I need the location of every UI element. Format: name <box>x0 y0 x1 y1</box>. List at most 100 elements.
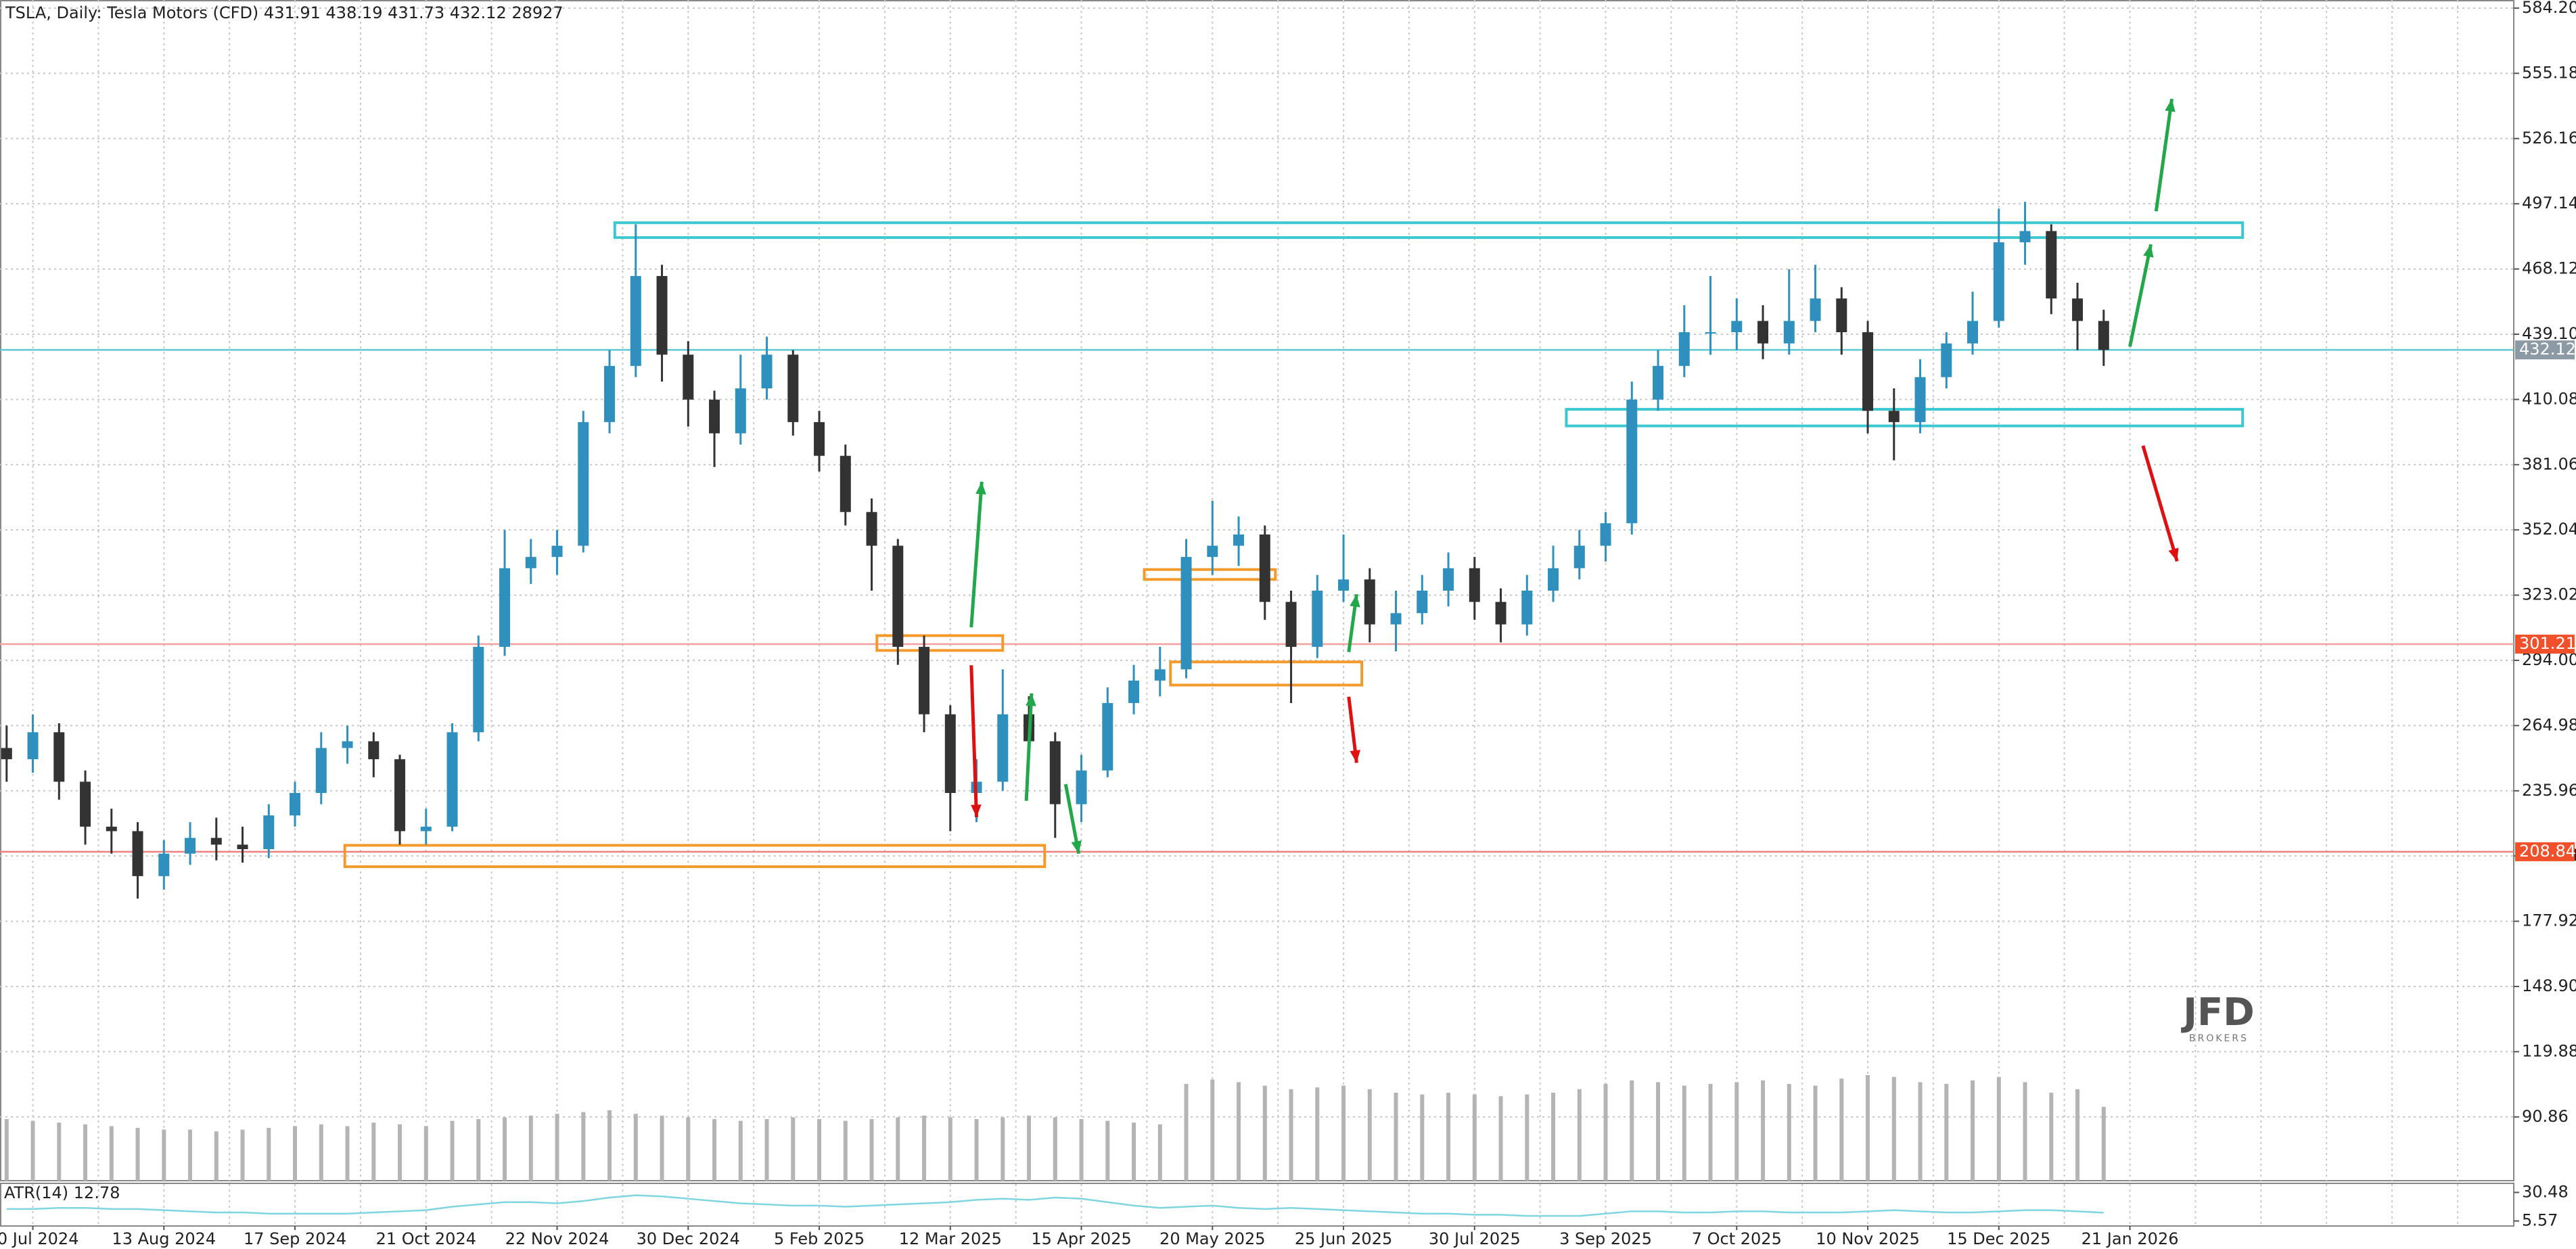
volume-bar <box>1813 1085 1818 1181</box>
zone <box>1565 407 2245 428</box>
y-tick-label: 148.90 <box>2522 976 2576 995</box>
candle-body <box>1783 321 1795 344</box>
y-tick-label: 352.04 <box>2522 520 2576 539</box>
arrow-head <box>1026 693 1036 706</box>
y-tick-label: 381.06 <box>2522 455 2576 474</box>
candle-body <box>1076 770 1087 804</box>
candle-body <box>80 781 91 827</box>
volume-bar <box>738 1120 743 1181</box>
y-tick-label: 264.98 <box>2522 715 2576 734</box>
candle-body <box>290 792 301 816</box>
candle-body <box>263 815 275 850</box>
volume-bar <box>2049 1093 2054 1181</box>
volume-bar <box>1289 1089 1293 1181</box>
candle-body <box>1993 242 2004 321</box>
candle-body <box>499 568 511 648</box>
candle-body <box>420 826 432 832</box>
candle-body <box>1600 523 1611 546</box>
candle-body <box>814 422 825 456</box>
candle-body <box>1364 579 1375 624</box>
volume-bar <box>633 1114 638 1181</box>
candle-body <box>185 838 196 854</box>
volume-bar <box>503 1117 507 1181</box>
volume-bar <box>660 1115 664 1181</box>
logo-name: JFD <box>2180 991 2255 1035</box>
candle-body <box>106 826 117 832</box>
candle-body <box>342 741 353 748</box>
candle-body <box>2098 321 2109 350</box>
x-tick-label: 21 Jan 2026 <box>2082 1229 2179 1248</box>
arrow-head <box>1350 750 1360 763</box>
volume-bar <box>1027 1115 1032 1181</box>
y-tick-label: 439.10 <box>2522 324 2576 343</box>
volume-bar <box>607 1110 612 1181</box>
volume-bar <box>1787 1084 1791 1181</box>
candle-body <box>1967 321 1979 344</box>
arrow-head <box>2168 547 2179 562</box>
candle-body <box>1731 321 1743 332</box>
y-tick-label: 177.92 <box>2522 911 2576 930</box>
candle-body <box>840 455 851 512</box>
arrow-head <box>2143 244 2154 258</box>
arrow-head <box>1350 594 1360 608</box>
volume-bar <box>1367 1089 1372 1181</box>
volume-bar <box>1551 1093 1556 1181</box>
candle-body <box>473 647 484 733</box>
candle-body <box>1128 680 1140 704</box>
volume-bar <box>974 1119 979 1181</box>
volume-bar <box>555 1114 559 1181</box>
candle-body <box>735 388 746 434</box>
candle-body <box>1495 601 1506 624</box>
volume-bar <box>1341 1085 1346 1181</box>
volume-bar <box>398 1124 402 1181</box>
volume-bar <box>2101 1106 2106 1181</box>
volume-bar <box>1761 1080 1766 1181</box>
candle-body <box>1705 332 1716 334</box>
volume-bar <box>1944 1084 1949 1181</box>
candle-body <box>1233 534 1245 546</box>
candle-body <box>158 853 170 876</box>
atr-pane-frame <box>0 1183 2514 1227</box>
volume-bar <box>1525 1094 1530 1181</box>
arrow <box>969 481 984 628</box>
arrow <box>969 665 979 817</box>
volume-bar <box>1394 1093 1398 1181</box>
volume-bar <box>817 1119 822 1181</box>
chart-header: TSLA, Daily: Tesla Motors (CFD) 431.91 4… <box>5 3 564 22</box>
grid <box>0 0 2514 1226</box>
volume-bar <box>57 1122 62 1181</box>
logo-sub: BROKERS <box>2189 1033 2249 1044</box>
volume-bar <box>1996 1076 2001 1181</box>
volume-bar <box>1656 1082 1661 1181</box>
arrow-head <box>971 804 982 817</box>
volume-bar <box>922 1115 927 1181</box>
volume-bar <box>896 1117 900 1181</box>
x-tick-label: 30 Jul 2025 <box>1429 1229 1521 1248</box>
volume-bar <box>764 1119 769 1181</box>
x-tick-label: 12 Mar 2025 <box>899 1229 1002 1248</box>
candle-body <box>578 422 589 546</box>
volume-bar <box>1866 1075 1870 1181</box>
candle-body <box>630 275 641 366</box>
volume-bar <box>1079 1119 1084 1181</box>
volume-bar <box>214 1131 218 1181</box>
arrow-head <box>2165 99 2176 112</box>
candle-body <box>1914 377 1926 422</box>
candle-body <box>1653 365 1664 400</box>
x-tick-label: 25 Jun 2025 <box>1295 1229 1392 1248</box>
volume-bar <box>1498 1096 1503 1181</box>
volume-bar <box>109 1126 114 1181</box>
candle-body <box>1259 534 1270 602</box>
candle-body <box>787 355 799 422</box>
volume-bar <box>1630 1080 1634 1181</box>
arrow-head <box>1071 840 1082 854</box>
candle-body <box>2072 298 2084 321</box>
arrow <box>2141 445 2179 562</box>
volume-bar <box>1132 1122 1136 1181</box>
arrow-head <box>975 481 986 495</box>
volume-bar <box>1105 1120 1110 1181</box>
candle-body <box>525 557 536 568</box>
candle-body <box>1810 298 1821 321</box>
zone <box>875 634 1005 652</box>
